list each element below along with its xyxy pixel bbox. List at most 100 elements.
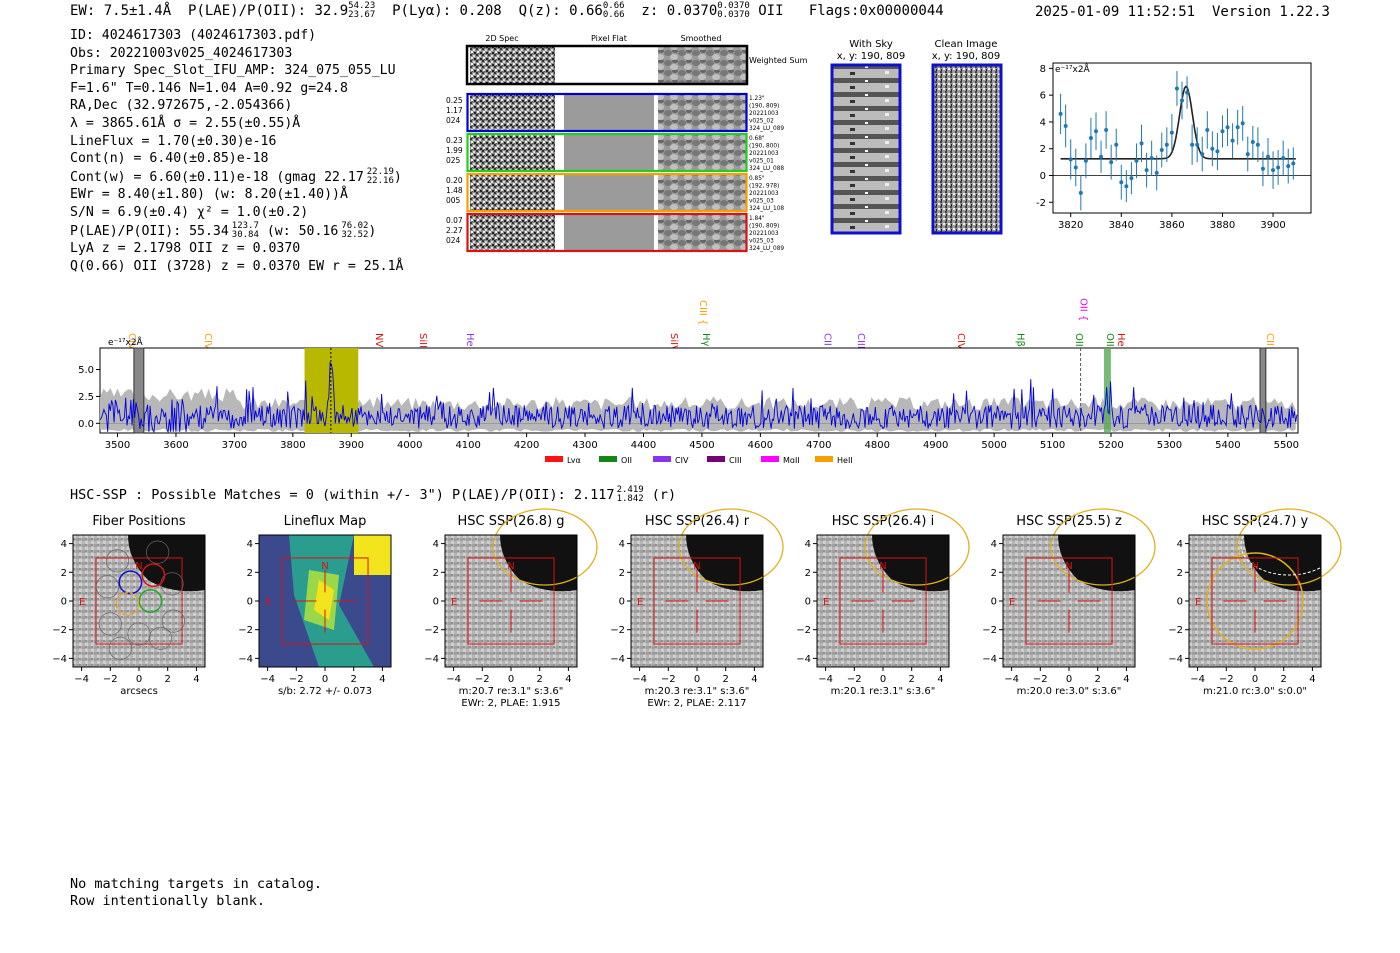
cutout-2d-spec [470,175,555,210]
sky-images: With Sky x, y: 190, 809 Clean Image x, y… [830,39,1003,235]
fit-data-point [1220,115,1225,148]
line-marker: CIII { [855,333,866,358]
fit-data-point [1073,148,1078,187]
fit-point-marker [1144,168,1149,173]
fit-point-marker [1276,165,1281,170]
cutout-row-note: v025_01 [749,159,774,165]
cutout-row-value: 0.20 [446,176,463,185]
cutout-row-value: 025 [446,156,461,165]
hsc-imaging-panels: Fiber Positions N E −4 −4 −2 −2 0 0 2 2 4 4 arcsecs Li… [52,508,1342,709]
hsc-plae-lower: 1.842 [616,494,644,504]
version: Version 1.22.3 [1211,4,1330,20]
hsc-y-tick-label: 2 [1177,568,1183,579]
fit-data-point [1250,125,1255,159]
fit-data-point [1159,132,1164,168]
line-marker: CIII { [697,300,708,325]
fit-point-marker [1215,149,1220,154]
hsc-x-tick-label: −4 [446,674,461,685]
hsc-x-tick-label: 0 [322,674,328,685]
fit-point-marker [1164,142,1169,147]
fit-data-point [1235,109,1240,145]
hsc-y-tick-label: 0 [805,597,811,608]
hsc-x-tick-label: 0 [694,674,700,685]
catalog-ellipse-dashed [1240,514,1338,576]
cutout-smoothed [658,215,746,250]
lineflux-map-peak [354,535,391,575]
fit-data-point [1099,140,1104,173]
fit-x-tick-label: 3880 [1210,220,1235,231]
hsc-x-tick-label: 0 [136,674,142,685]
cutout-row-value: 1.17 [446,106,463,115]
line-marker-label: NV { [373,333,384,357]
cutout-row-frame [466,132,748,173]
hsc-x-tick-label: 2 [351,674,357,685]
catalog-aperture-ellipse [1050,508,1156,586]
line-marker-label: SiII { [417,333,428,358]
fit-y-tick-label: -2 [1036,198,1046,209]
info-contw: Cont(w) = 6.60(±0.11)e-18 (gmag 22.17 22.… [70,166,402,186]
fit-data-point [1281,140,1286,176]
hsc-x-tick-label: 2 [165,674,171,685]
fit-point-marker [1088,136,1093,140]
catalog-aperture-ellipse [1236,508,1342,586]
cutout-row-frame [466,172,748,213]
plae-upper: 54.23 [348,1,376,11]
cutout-row-note: 20221003 [749,191,779,197]
cutout-row-note: 1.23" [749,96,765,102]
north-label: N [879,561,886,572]
cutout-row-note: v025_03 [749,199,774,205]
bright-source-blob [872,535,949,592]
spec-x-tick-label: 4500 [689,440,714,451]
fit-data-point [1109,144,1114,180]
cutout-row-note: (190, 809) [749,224,779,230]
spec-x-tick-label: 3900 [339,440,364,451]
hsc-x-tick-label: −2 [661,674,676,685]
spec-x-tick-label: 4200 [514,440,539,451]
fit-data-point [1276,150,1281,185]
line-marker: Hγ { [700,333,711,356]
hsc-panel: Lineflux Map N E −4 −4 −2 −2 0 0 2 2 4 4 s/b: 2.72 +/… [238,514,392,697]
hsc-x-tick-label: 4 [193,674,199,685]
plae-w-text: (w: 50.16 [266,223,339,239]
fit-y-tick-label: 6 [1040,91,1046,102]
catalog-aperture-ellipse [678,508,784,586]
cutout-row-value: 024 [446,236,461,245]
line-marker-label: OIII { [1073,333,1084,359]
spec-y-tick-label: 2.5 [78,392,94,403]
fit-data-point [1104,111,1109,149]
fit-data-point [1119,164,1124,200]
cutout-smoothed [658,135,746,170]
fit-point-marker [1114,142,1119,147]
timestamp: 2025-01-09 11:52:51 [1034,4,1196,20]
fit-y-tick-label: 8 [1040,64,1046,75]
search-box [1211,557,1299,645]
spec-x-tick-label: 3500 [105,440,130,451]
fit-data-point [1068,139,1073,180]
cutout-row-note: 20221003 [749,231,779,237]
spec-x-tick-label: 4800 [865,440,890,451]
hsc-panel-caption: m:20.0 re:3.0" s:3.6" [1017,686,1122,697]
fit-point-marker [1139,141,1144,146]
info-primary: Primary Spec_Slot_IFU_AMP: 324_075_055_L… [70,63,396,79]
cutout-row-note: 20221003 [749,111,779,117]
spec-x-tick-label: 5500 [1274,440,1299,451]
fit-point-marker [1104,127,1109,132]
hsc-y-tick-label: 4 [433,539,439,550]
plae-info-lower: 30.84 [231,229,259,240]
spec-legend-label: CIV [675,456,689,463]
fit-point-marker [1094,129,1098,134]
hsc-x-tick-label: 2 [909,674,915,685]
ew-value: EW: 7.5±1.4Å [70,3,172,19]
fit-data-point [1215,132,1220,171]
cutout-row-value: 2.27 [446,226,463,235]
hsc-panel-caption: EWr: 2, PLAE: 2.117 [647,698,746,709]
line-marker: CIV { [202,333,213,359]
hsc-y-tick-label: −2 [424,625,439,636]
line-marker-label: SiIV { [668,333,679,361]
fit-data-point [1230,123,1235,159]
fit-ylabel: e⁻¹⁷x2Å [1055,63,1091,75]
hsc-y-tick-label: 0 [61,597,67,608]
fit-data-point [1271,151,1276,189]
